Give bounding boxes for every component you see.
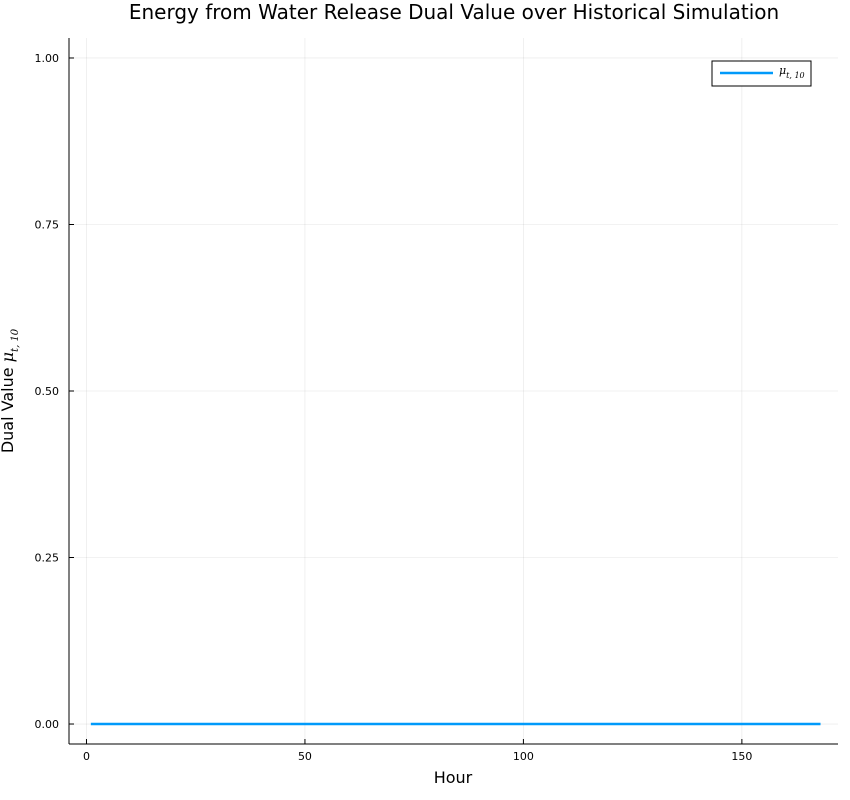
y-tick-label-4: 1.00 — [35, 52, 60, 65]
legend-entry-symbol: μ — [779, 64, 786, 77]
legend-entry-subscript: t, 10 — [786, 71, 804, 80]
y-axis-label: Dual Value μt, 10 — [0, 328, 21, 453]
y-tick-label-3: 0.75 — [35, 218, 60, 231]
y-tick-label-0: 0.00 — [35, 718, 60, 731]
y-axis-label-subscript: t, 10 — [10, 328, 21, 352]
legend: μt, 10 — [711, 60, 812, 87]
y-axis-label-symbol: μ — [0, 352, 17, 362]
chart-title: Energy from Water Release Dual Value ove… — [129, 0, 779, 24]
x-tick-label-2: 100 — [513, 750, 534, 763]
y-axis-label-text: Dual Value — [0, 362, 17, 453]
x-tick-labels: 0 50 100 150 — [83, 739, 752, 763]
y-tick-label-2: 0.50 — [35, 385, 60, 398]
x-axis-label: Hour — [434, 768, 473, 787]
legend-entry-label: μt, 10 — [779, 64, 805, 80]
x-tick-label-0: 0 — [83, 750, 90, 763]
y-tick-label-1: 0.25 — [35, 552, 60, 565]
x-tick-label-3: 150 — [731, 750, 752, 763]
y-tick-labels: 0.00 0.25 0.50 0.75 1.00 — [35, 52, 74, 731]
plot-area: 0 50 100 150 0.00 0.25 0.50 0.75 1.00 — [35, 38, 838, 763]
x-tick-label-1: 50 — [298, 750, 312, 763]
grid-lines — [69, 38, 838, 744]
